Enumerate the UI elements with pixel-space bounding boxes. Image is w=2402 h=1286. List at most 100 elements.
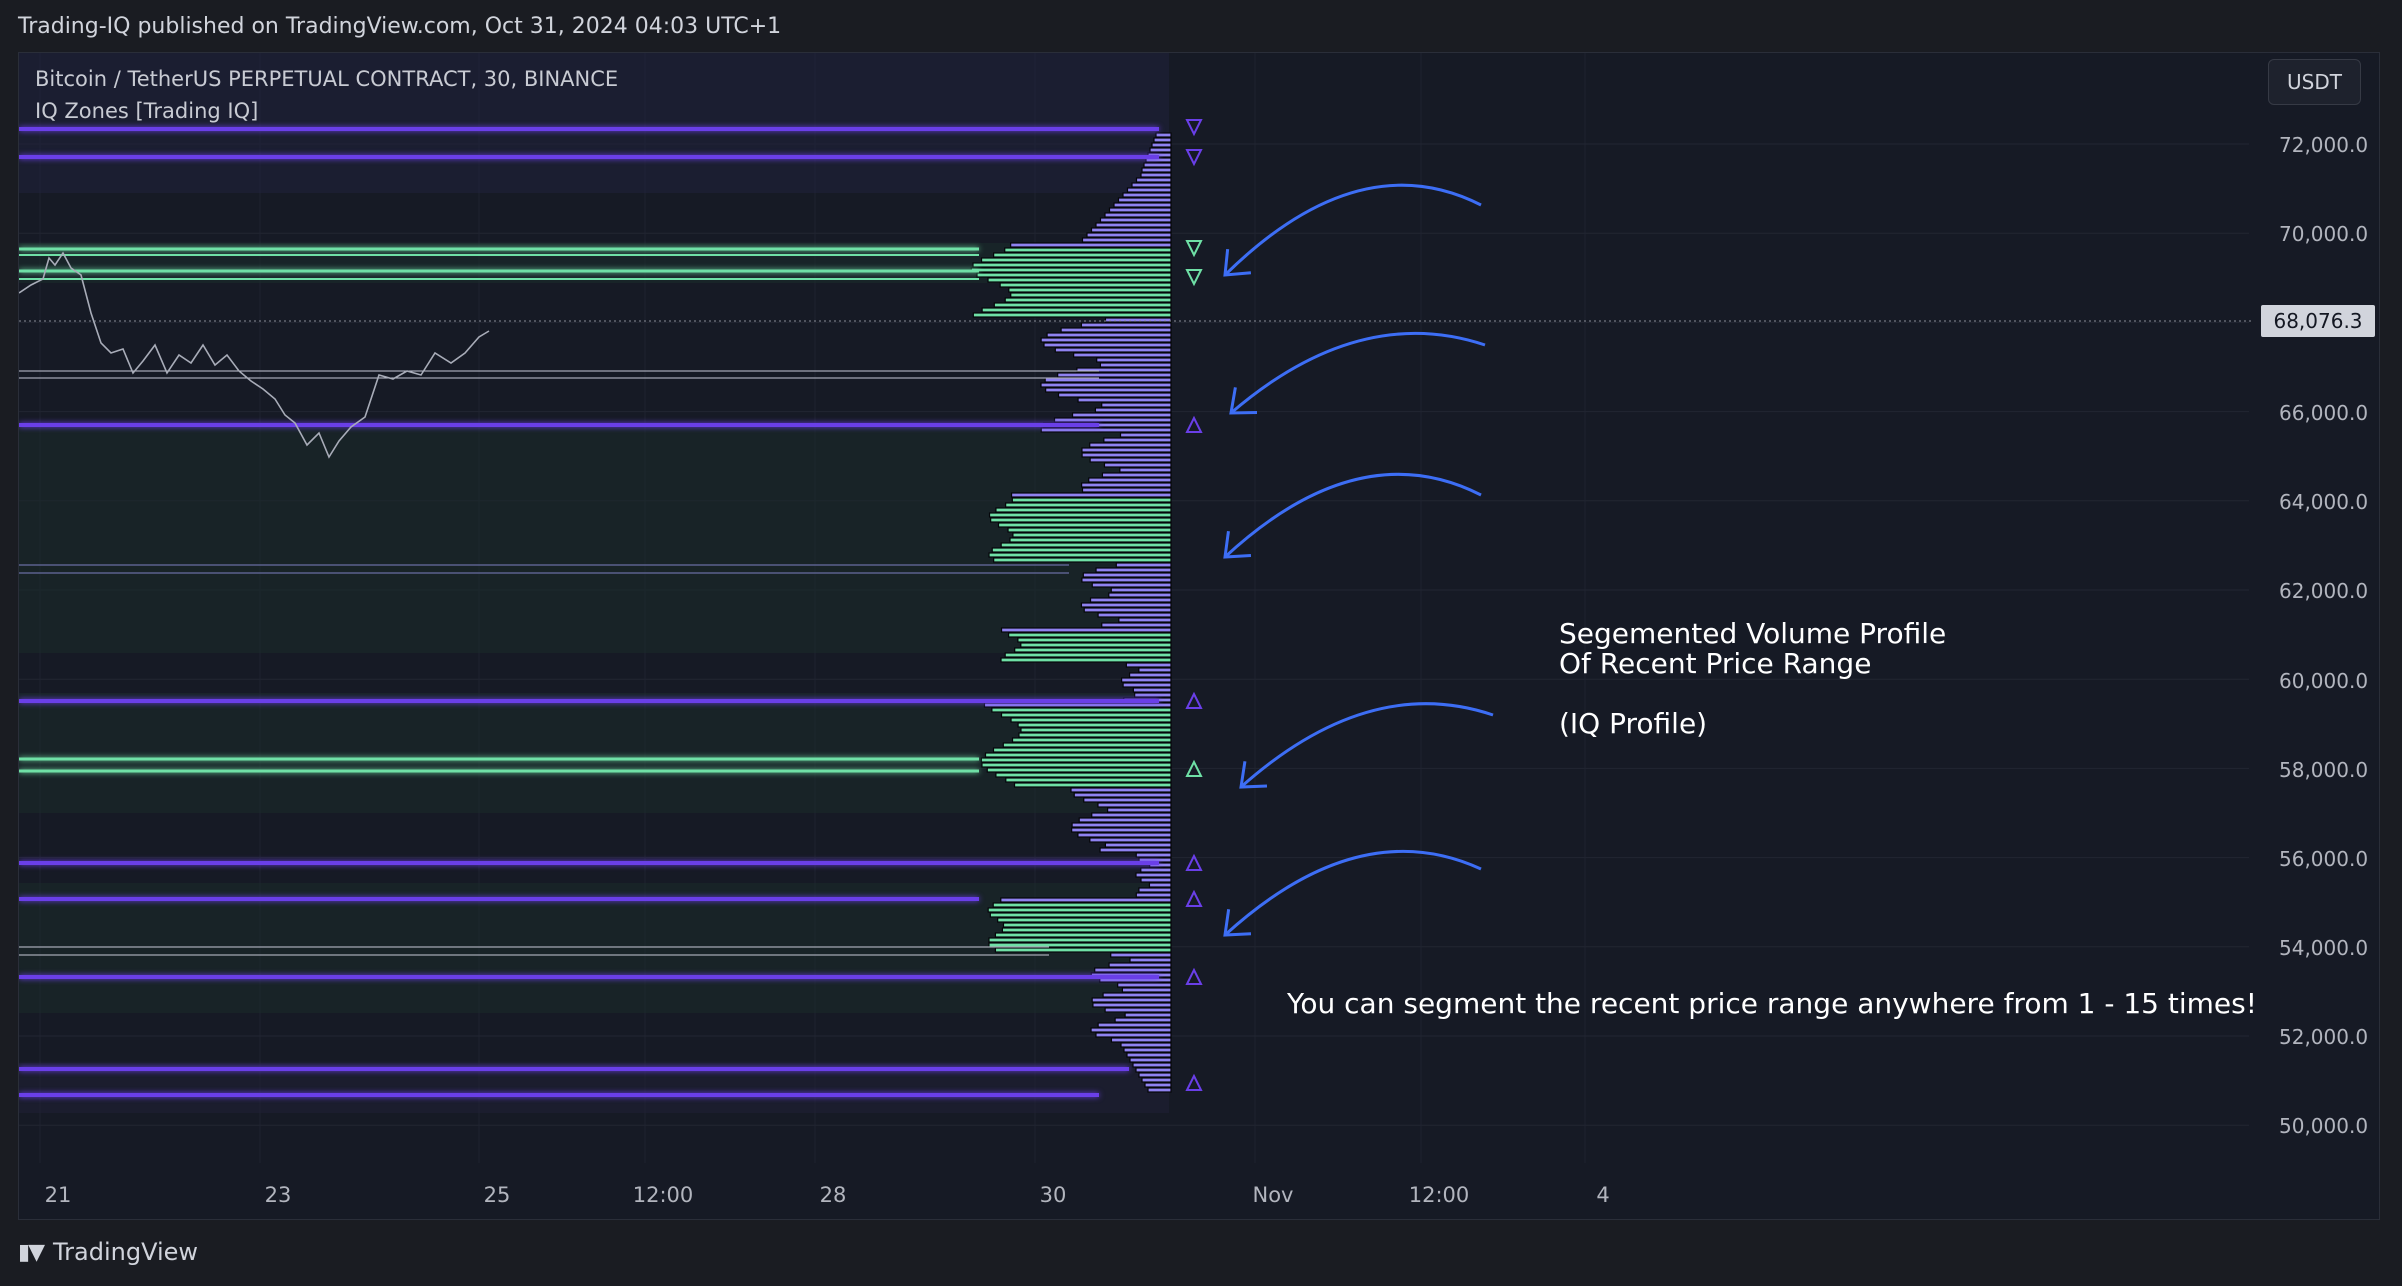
price-axis-label: 70,000.0	[2279, 222, 2369, 246]
volume-profile-bar	[1053, 417, 1172, 423]
volume-profile-bar	[1070, 787, 1172, 793]
volume-profile-bar	[995, 772, 1172, 778]
volume-profile-bar	[997, 917, 1172, 923]
zone-down-triangle	[1185, 240, 1203, 258]
volume-profile-bar	[1104, 212, 1172, 218]
volume-profile-bar	[1099, 847, 1172, 853]
volume-profile-bar	[1090, 227, 1172, 233]
volume-profile-bar	[1071, 827, 1172, 833]
volume-profile-bar	[1095, 222, 1172, 228]
symbol-title[interactable]: Bitcoin / TetherUS PERPETUAL CONTRACT, 3…	[35, 67, 619, 91]
zone-band	[19, 423, 1169, 653]
volume-profile-bar	[987, 277, 1172, 283]
footer-branding: ▮▼ TradingView	[18, 1238, 198, 1266]
volume-profile-bar	[1011, 497, 1172, 503]
volume-profile-bar	[1000, 712, 1172, 718]
time-axis-label: 12:00	[632, 1183, 694, 1207]
volume-profile-bar	[988, 937, 1172, 943]
volume-profile-bar	[983, 702, 1172, 708]
volume-profile-bar	[1012, 532, 1172, 538]
volume-profile-bar	[1057, 372, 1172, 378]
annotation-arrow	[1240, 702, 1494, 789]
volume-profile-bar	[1011, 737, 1172, 743]
volume-profile-bar	[1045, 387, 1172, 393]
volume-profile-bar	[1000, 657, 1172, 663]
volume-profile-bar	[1073, 352, 1172, 358]
volume-profile-bar	[1108, 207, 1172, 213]
zone-up-triangle	[1185, 415, 1203, 433]
volume-profile-bar	[1103, 437, 1172, 443]
zone-up-triangle	[1185, 889, 1203, 907]
volume-profile-bar	[984, 752, 1172, 758]
volume-profile-bar	[1124, 1012, 1172, 1018]
volume-profile-bar	[997, 522, 1172, 528]
zone-up-triangle	[1185, 759, 1203, 777]
volume-profile-bar	[1151, 142, 1172, 148]
volume-profile-bar	[1132, 687, 1172, 693]
volume-profile-bar	[993, 302, 1172, 308]
volume-profile-bar	[1103, 462, 1172, 468]
volume-profile-bar	[1149, 147, 1172, 153]
volume-profile-bar	[1155, 132, 1172, 138]
currency-button[interactable]: USDT	[2268, 59, 2361, 105]
volume-profile-bar	[991, 707, 1172, 713]
zone-down-triangle	[1185, 149, 1203, 167]
volume-profile-bar	[1143, 162, 1172, 168]
volume-profile-bar	[1046, 332, 1172, 338]
volume-profile-bar	[1000, 897, 1172, 903]
volume-profile-bar	[992, 902, 1172, 908]
publish-info: Trading-IQ published on TradingView.com,…	[18, 14, 782, 39]
price-axis-label: 60,000.0	[2279, 669, 2369, 693]
price-axis-label: 54,000.0	[2279, 936, 2369, 960]
volume-profile-bar	[1148, 882, 1172, 888]
volume-profile-bar	[1126, 1052, 1172, 1058]
volume-profile-bar	[1010, 292, 1172, 298]
volume-profile-bar	[1132, 1062, 1172, 1068]
volume-profile-bar	[1104, 317, 1172, 323]
volume-profile-bar	[972, 312, 1172, 318]
zone-up-triangle	[1185, 691, 1203, 709]
price-axis-label: 66,000.0	[2279, 401, 2369, 425]
volume-profile-bar	[1073, 792, 1172, 798]
volume-profile-bar	[1121, 987, 1172, 993]
zone-band	[19, 693, 1169, 813]
volume-profile-bar	[1077, 397, 1172, 403]
volume-profile-bar	[1014, 647, 1172, 653]
volume-profile-bar	[1140, 867, 1172, 873]
volume-profile-bar	[1095, 1032, 1172, 1038]
indicator-title[interactable]: IQ Zones [Trading IQ]	[35, 99, 259, 123]
volume-profile-bar	[1135, 1067, 1172, 1073]
volume-profile-bar	[1091, 582, 1172, 588]
chart-panel[interactable]: Bitcoin / TetherUS PERPETUAL CONTRACT, 3…	[18, 52, 2380, 1220]
volume-profile-bar	[1017, 637, 1172, 643]
volume-profile-bar	[1123, 1047, 1172, 1053]
volume-profile-bar	[992, 747, 1172, 753]
volume-profile-bar	[1044, 377, 1172, 383]
volume-profile-bar	[1040, 427, 1172, 433]
volume-profile-bar	[1081, 577, 1172, 583]
volume-profile-bar	[1092, 1002, 1172, 1008]
volume-profile-bar	[1091, 812, 1172, 818]
zone-up-triangle	[1185, 1073, 1203, 1091]
chart-canvas[interactable]	[19, 53, 2380, 1220]
volume-profile-bar	[970, 267, 1172, 273]
time-axis-label: Nov	[1252, 1183, 1294, 1207]
volume-profile-bar	[1090, 1027, 1172, 1033]
annotation-arrow	[1223, 849, 1482, 937]
volume-profile-bar	[1010, 492, 1172, 498]
annotation-arrow	[1223, 183, 1482, 277]
volume-profile-bar	[1043, 342, 1172, 348]
volume-profile-bar	[980, 757, 1172, 763]
volume-profile-bar	[1131, 182, 1172, 188]
volume-profile-bar	[1104, 1007, 1172, 1013]
volume-profile-bar	[1129, 1057, 1172, 1063]
price-axis-label: 64,000.0	[2279, 490, 2369, 514]
volume-profile-bar	[1110, 952, 1172, 958]
volume-profile-bar	[1108, 592, 1172, 598]
volume-profile-bar	[1119, 432, 1172, 438]
volume-profile-bar	[1007, 527, 1172, 533]
volume-profile-bar	[1083, 607, 1172, 613]
volume-profile-bar	[972, 262, 1172, 268]
volume-profile-bar	[1138, 1072, 1172, 1078]
volume-profile-bar	[1147, 1087, 1172, 1093]
